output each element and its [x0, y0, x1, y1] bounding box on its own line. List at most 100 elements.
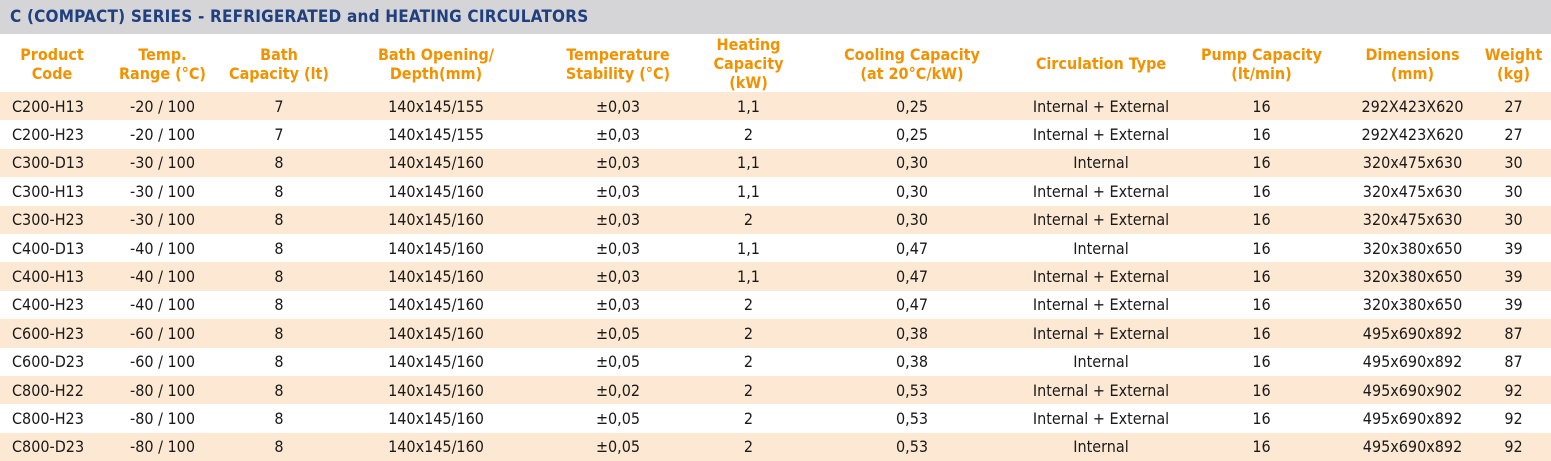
cell-bath-capacity: 8 — [221, 262, 337, 291]
cell-bath-opening-depth: 140x145/160 — [337, 404, 535, 433]
cell-product-code: C300-H23 — [0, 205, 104, 234]
column-header-line1: Bath Opening/ — [377, 44, 495, 64]
cell-product-code: C800-H23 — [0, 404, 104, 433]
cell-bath-opening-depth: 140x145/160 — [337, 375, 535, 405]
cell-cooling-capacity: 0,30 — [796, 177, 1028, 206]
cell-dimensions: 320x380x650 — [1349, 233, 1476, 263]
cell-weight: 92 — [1476, 432, 1551, 461]
column-header-bath-opening-depth: Bath Opening/Depth(mm) — [337, 35, 535, 92]
column-header-circulation-type: Circulation Type — [1028, 35, 1174, 92]
column-header-line1: Cooling Capacity — [844, 44, 980, 64]
cell-circulation-type: Internal + External — [1028, 319, 1174, 348]
column-header-line1: Circulation Type — [1035, 54, 1167, 73]
cell-product-code: C400-D13 — [0, 233, 104, 263]
cell-cooling-capacity: 0,25 — [796, 120, 1028, 149]
cell-weight: 39 — [1476, 233, 1551, 263]
cell-circulation-type: Internal — [1028, 347, 1174, 376]
cell-bath-opening-depth: 140x145/160 — [337, 148, 535, 178]
cell-bath-opening-depth: 140x145/160 — [337, 262, 535, 291]
cell-temperature-stability: ±0,03 — [535, 92, 701, 121]
table-row: C400-H13 -40 / 100 8 140x145/160 ±0,03 1,1 0,4… — [0, 262, 1551, 291]
cell-dimensions: 495x690x902 — [1349, 375, 1476, 405]
cell-bath-opening-depth: 140x145/160 — [337, 319, 535, 348]
cell-heating-capacity: 1,1 — [701, 262, 796, 291]
cell-dimensions: 320x475x630 — [1349, 148, 1476, 178]
cell-bath-capacity: 8 — [221, 375, 337, 405]
table-header: Product Code Temp. Range (°C) Bath Capacity (… — [0, 35, 1551, 92]
table-row: C600-H23 -60 / 100 8 140x145/160 ±0,05 2 0,38 I… — [0, 319, 1551, 348]
cell-bath-opening-depth: 140x145/160 — [337, 432, 535, 461]
cell-pump-capacity: 16 — [1174, 319, 1349, 348]
cell-circulation-type: Internal + External — [1028, 120, 1174, 149]
title-bar: C (COMPACT) SERIES - REFRIGERATED and HE… — [0, 0, 1551, 34]
cell-temperature-stability: ±0,03 — [535, 120, 701, 149]
cell-temp-range: -60 / 100 — [104, 319, 221, 348]
cell-temp-range: -80 / 100 — [104, 375, 221, 405]
column-header-dimensions: Dimensions (mm) — [1349, 35, 1476, 92]
column-header-line1: Bath — [260, 44, 298, 64]
cell-pump-capacity: 16 — [1174, 120, 1349, 149]
cell-pump-capacity: 16 — [1174, 432, 1349, 461]
cell-dimensions: 495x690x892 — [1349, 347, 1476, 376]
cell-temp-range: -40 / 100 — [104, 262, 221, 291]
cell-circulation-type: Internal + External — [1028, 205, 1174, 234]
cell-circulation-type: Internal + External — [1028, 92, 1174, 121]
cell-weight: 87 — [1476, 347, 1551, 376]
cell-temp-range: -30 / 100 — [104, 177, 221, 206]
cell-heating-capacity: 1,1 — [701, 233, 796, 263]
cell-cooling-capacity: 0,38 — [796, 347, 1028, 376]
column-header-line1: Temperature — [566, 44, 670, 64]
table-row: C300-D13 -30 / 100 8 140x145/160 ±0,03 1,1 0,3… — [0, 148, 1551, 178]
cell-heating-capacity: 2 — [701, 319, 796, 348]
cell-cooling-capacity: 0,53 — [796, 375, 1028, 405]
column-header-line2: (kg) — [1496, 63, 1531, 83]
cell-temperature-stability: ±0,03 — [535, 177, 701, 206]
cell-pump-capacity: 16 — [1174, 148, 1349, 178]
cell-pump-capacity: 16 — [1174, 290, 1349, 320]
table-row: C300-H23 -30 / 100 8 140x145/160 ±0,03 2 0,30 I… — [0, 205, 1551, 234]
table-row: C200-H13 -20 / 100 7 140x145/155 ±0,03 1,1 0,2… — [0, 92, 1551, 121]
cell-heating-capacity: 2 — [701, 404, 796, 433]
cell-cooling-capacity: 0,47 — [796, 262, 1028, 291]
cell-heating-capacity: 2 — [701, 290, 796, 320]
column-header-weight: Weight (kg) — [1476, 35, 1551, 92]
column-header-product-code: Product Code — [0, 35, 104, 92]
cell-temperature-stability: ±0,05 — [535, 319, 701, 348]
cell-dimensions: 292X423X620 — [1349, 92, 1476, 121]
header-row: Product Code Temp. Range (°C) Bath Capacity (… — [0, 35, 1551, 92]
cell-pump-capacity: 16 — [1174, 347, 1349, 376]
cell-product-code: C200-H23 — [0, 120, 104, 149]
cell-temperature-stability: ±0,03 — [535, 205, 701, 234]
cell-circulation-type: Internal — [1028, 233, 1174, 263]
table-row: C800-H22 -80 / 100 8 140x145/160 ±0,02 2 0,53 I… — [0, 375, 1551, 405]
cell-dimensions: 320x380x650 — [1349, 290, 1476, 320]
cell-bath-capacity: 8 — [221, 404, 337, 433]
cell-heating-capacity: 2 — [701, 432, 796, 461]
cell-bath-capacity: 8 — [221, 148, 337, 178]
cell-bath-capacity: 7 — [221, 120, 337, 149]
cell-temperature-stability: ±0,03 — [535, 233, 701, 263]
cell-heating-capacity: 1,1 — [701, 92, 796, 121]
cell-heating-capacity: 1,1 — [701, 148, 796, 178]
cell-temp-range: -40 / 100 — [104, 290, 221, 320]
cell-bath-opening-depth: 140x145/160 — [337, 347, 535, 376]
cell-product-code: C300-D13 — [0, 148, 104, 178]
cell-product-code: C400-H23 — [0, 290, 104, 320]
cell-cooling-capacity: 0,25 — [796, 92, 1028, 121]
cell-circulation-type: Internal + External — [1028, 375, 1174, 405]
cell-bath-capacity: 8 — [221, 319, 337, 348]
cell-cooling-capacity: 0,47 — [796, 290, 1028, 320]
cell-temp-range: -30 / 100 — [104, 148, 221, 178]
cell-temperature-stability: ±0,03 — [535, 148, 701, 178]
cell-cooling-capacity: 0,47 — [796, 233, 1028, 263]
cell-dimensions: 292X423X620 — [1349, 120, 1476, 149]
cell-cooling-capacity: 0,53 — [796, 432, 1028, 461]
cell-weight: 27 — [1476, 92, 1551, 121]
cell-heating-capacity: 2 — [701, 347, 796, 376]
cell-weight: 30 — [1476, 205, 1551, 234]
cell-temp-range: -30 / 100 — [104, 205, 221, 234]
cell-bath-capacity: 8 — [221, 233, 337, 263]
cell-weight: 92 — [1476, 404, 1551, 433]
column-header-line2: (at 20°C/kW) — [860, 63, 964, 83]
cell-temp-range: -80 / 100 — [104, 432, 221, 461]
